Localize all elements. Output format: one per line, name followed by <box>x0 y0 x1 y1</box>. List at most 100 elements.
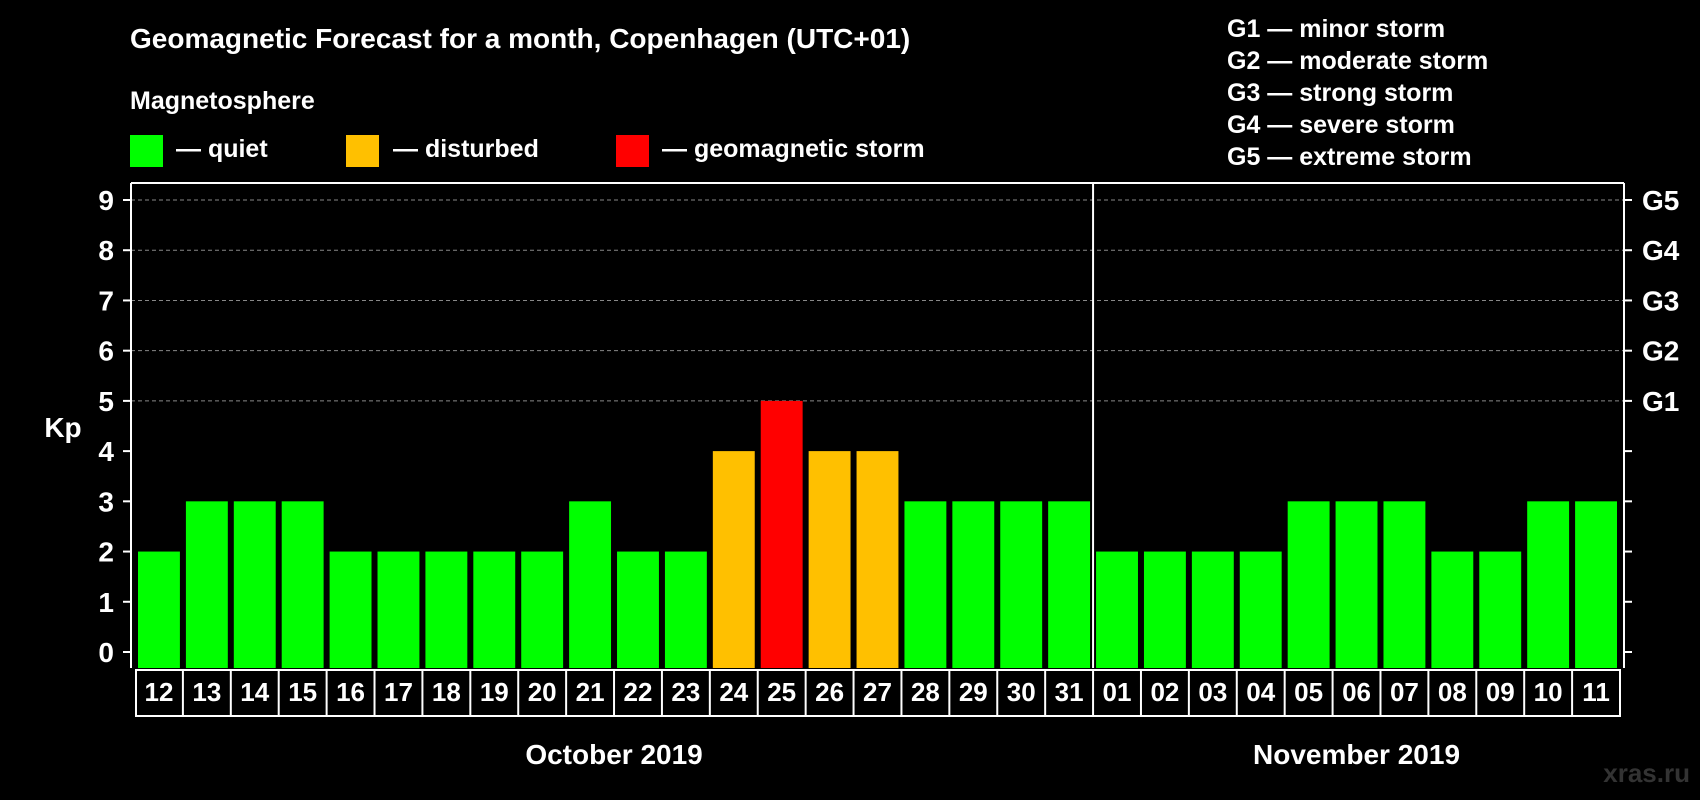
right-tick-label: G3 <box>1642 285 1679 316</box>
bar-11 <box>1575 501 1617 668</box>
bar-29 <box>952 501 995 668</box>
storm-scale-legend: G1 — minor storm G2 — moderate storm G3 … <box>1227 15 1488 171</box>
storm-scale-g2: G2 — moderate storm <box>1227 47 1488 75</box>
y-tick-label: 8 <box>98 235 114 266</box>
bar-08 <box>1431 551 1474 668</box>
storm-scale-g1: G1 — minor storm <box>1227 15 1445 43</box>
month-labels: October 2019 November 2019 <box>525 739 1460 770</box>
month-label: October 2019 <box>525 739 702 770</box>
x-tick-label: 13 <box>192 677 221 707</box>
bar-31 <box>1048 501 1091 668</box>
bar-09 <box>1479 551 1522 668</box>
bar-15 <box>281 501 324 668</box>
bar-07 <box>1383 501 1426 668</box>
y-tick-label: 1 <box>98 587 114 618</box>
x-tick-label: 04 <box>1246 677 1275 707</box>
storm-scale-g5: G5 — extreme storm <box>1227 143 1472 171</box>
y-axis-label: Kp <box>44 412 81 443</box>
x-tick-label: 17 <box>384 677 413 707</box>
x-tick-label: 01 <box>1103 677 1132 707</box>
x-tick-label: 20 <box>528 677 557 707</box>
bar-12 <box>138 551 180 668</box>
x-tick-label: 07 <box>1390 677 1419 707</box>
month-label: November 2019 <box>1253 739 1460 770</box>
storm-scale-g4: G4 — severe storm <box>1227 111 1455 139</box>
right-tick-label: G5 <box>1642 185 1679 216</box>
x-tick-label: 16 <box>336 677 365 707</box>
bar-14 <box>233 501 276 668</box>
bar-06 <box>1335 501 1378 668</box>
x-tick-label: 31 <box>1055 677 1084 707</box>
bar-30 <box>1000 501 1043 668</box>
bar-26 <box>808 451 851 668</box>
y-tick-label: 7 <box>98 285 114 316</box>
bar-28 <box>904 501 947 668</box>
legend-swatch-storm <box>616 135 649 167</box>
x-tick-label: 19 <box>480 677 509 707</box>
bar-03 <box>1191 551 1234 668</box>
x-tick-label: 22 <box>624 677 653 707</box>
bar-17 <box>377 551 420 668</box>
right-tick-label: G2 <box>1642 336 1679 367</box>
legend-swatch-disturbed <box>346 135 379 167</box>
x-tick-label: 05 <box>1294 677 1323 707</box>
x-tick-label: 12 <box>144 677 173 707</box>
x-tick-label: 11 <box>1582 677 1610 707</box>
bar-20 <box>521 551 564 668</box>
bar-27 <box>856 451 899 668</box>
x-tick-label: 08 <box>1438 677 1467 707</box>
y-tick-label: 5 <box>98 386 114 417</box>
legend-swatch-quiet <box>130 135 163 167</box>
chart-title: Geomagnetic Forecast for a month, Copenh… <box>130 23 910 54</box>
bar-13 <box>185 501 228 668</box>
legend-label-disturbed: — disturbed <box>393 135 539 163</box>
y-tick-label: 3 <box>98 486 114 517</box>
legend-label-quiet: — quiet <box>176 135 268 163</box>
storm-scale-g3: G3 — strong storm <box>1227 79 1453 107</box>
bar-25 <box>760 400 803 668</box>
bar-23 <box>664 551 707 668</box>
bar-10 <box>1527 501 1570 668</box>
y-tick-label: 2 <box>98 537 114 568</box>
x-tick-label: 24 <box>719 677 748 707</box>
bar-01 <box>1096 551 1138 668</box>
x-tick-label: 06 <box>1342 677 1371 707</box>
x-tick-label: 25 <box>767 677 796 707</box>
x-tick-label: 10 <box>1534 677 1563 707</box>
bar-18 <box>425 551 468 668</box>
y-tick-label: 4 <box>98 436 114 467</box>
legend: — quiet — disturbed — geomagnetic storm <box>130 135 925 167</box>
x-tick-label: 23 <box>671 677 700 707</box>
y-tick-label: 9 <box>98 185 114 216</box>
bar-19 <box>473 551 516 668</box>
bars <box>138 400 1617 668</box>
x-tick-label: 21 <box>576 677 605 707</box>
legend-heading: Magnetosphere <box>130 87 315 115</box>
x-tick-label: 27 <box>863 677 892 707</box>
bar-24 <box>712 451 755 668</box>
x-axis: 12 13 14 15 16 17 18 19 20 21 22 23 24 25 26 27 28 29 30 31… <box>135 669 1621 717</box>
x-tick-label: 26 <box>815 677 844 707</box>
watermark: xras.ru <box>1603 758 1690 788</box>
bar-04 <box>1239 551 1282 668</box>
legend-label-storm: — geomagnetic storm <box>662 135 925 163</box>
right-tick-label: G4 <box>1642 235 1680 266</box>
x-tick-label: 29 <box>959 677 988 707</box>
x-tick-label: 18 <box>432 677 461 707</box>
y-axis: 0 1 2 3 4 5 6 7 8 9 <box>98 185 131 668</box>
y-tick-label: 6 <box>98 336 114 367</box>
grid <box>131 199 1624 402</box>
bar-22 <box>617 551 659 668</box>
x-tick-label: 14 <box>240 677 269 707</box>
x-tick-label: 30 <box>1007 677 1036 707</box>
date-strip <box>135 669 1621 717</box>
bar-02 <box>1143 551 1186 668</box>
x-tick-label: 03 <box>1198 677 1227 707</box>
plot-frame <box>130 182 1625 668</box>
bar-05 <box>1287 501 1330 668</box>
storm-axis: G1 G2 G3 G4 G5 <box>1624 185 1680 653</box>
x-tick-label: 09 <box>1486 677 1515 707</box>
bar-16 <box>329 551 372 668</box>
x-tick-label: 15 <box>288 677 317 707</box>
